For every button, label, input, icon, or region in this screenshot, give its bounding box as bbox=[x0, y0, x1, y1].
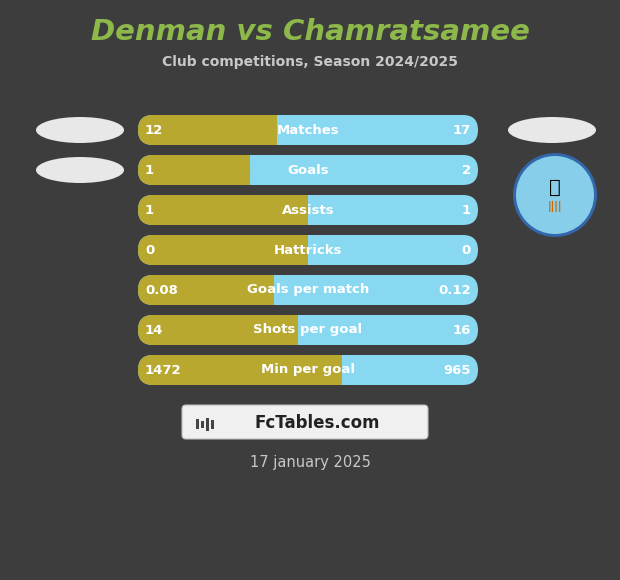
Text: 0.08: 0.08 bbox=[145, 284, 178, 296]
Bar bbox=[153, 115, 277, 145]
Text: Matches: Matches bbox=[277, 124, 339, 136]
FancyBboxPatch shape bbox=[138, 115, 478, 145]
FancyBboxPatch shape bbox=[138, 275, 274, 305]
Ellipse shape bbox=[36, 117, 124, 143]
Text: 17 january 2025: 17 january 2025 bbox=[250, 455, 370, 470]
Bar bbox=[153, 155, 250, 185]
FancyBboxPatch shape bbox=[138, 115, 277, 145]
Circle shape bbox=[516, 156, 594, 234]
Bar bbox=[153, 315, 298, 345]
Text: Denman vs Chamratsamee: Denman vs Chamratsamee bbox=[91, 18, 529, 46]
Text: 1472: 1472 bbox=[145, 364, 182, 376]
Bar bbox=[153, 195, 308, 225]
FancyBboxPatch shape bbox=[138, 235, 308, 265]
Text: 0.12: 0.12 bbox=[438, 284, 471, 296]
FancyBboxPatch shape bbox=[138, 355, 478, 385]
Text: 0: 0 bbox=[145, 244, 154, 256]
Text: 1: 1 bbox=[145, 204, 154, 216]
Text: 965: 965 bbox=[443, 364, 471, 376]
Text: Min per goal: Min per goal bbox=[261, 364, 355, 376]
Bar bbox=[201, 420, 204, 427]
Text: 0: 0 bbox=[462, 244, 471, 256]
Text: Assists: Assists bbox=[281, 204, 334, 216]
FancyBboxPatch shape bbox=[138, 155, 478, 185]
Text: 1: 1 bbox=[145, 164, 154, 176]
Text: 14: 14 bbox=[145, 324, 164, 336]
Text: 17: 17 bbox=[453, 124, 471, 136]
Bar bbox=[153, 275, 274, 305]
FancyBboxPatch shape bbox=[182, 405, 428, 439]
Text: 16: 16 bbox=[453, 324, 471, 336]
FancyBboxPatch shape bbox=[138, 195, 308, 225]
Text: Goals: Goals bbox=[287, 164, 329, 176]
Text: Shots per goal: Shots per goal bbox=[254, 324, 363, 336]
Bar bbox=[211, 419, 214, 429]
FancyBboxPatch shape bbox=[138, 275, 478, 305]
Bar bbox=[153, 355, 342, 385]
FancyBboxPatch shape bbox=[138, 235, 478, 265]
Ellipse shape bbox=[508, 117, 596, 143]
Text: 1: 1 bbox=[462, 204, 471, 216]
FancyBboxPatch shape bbox=[138, 155, 250, 185]
Text: FcTables.com: FcTables.com bbox=[254, 414, 379, 432]
Circle shape bbox=[513, 153, 597, 237]
Text: Hattricks: Hattricks bbox=[274, 244, 342, 256]
FancyBboxPatch shape bbox=[138, 315, 478, 345]
Bar bbox=[196, 419, 199, 429]
Text: Goals per match: Goals per match bbox=[247, 284, 369, 296]
Bar bbox=[206, 418, 209, 430]
Text: 2: 2 bbox=[462, 164, 471, 176]
Ellipse shape bbox=[36, 157, 124, 183]
FancyBboxPatch shape bbox=[138, 355, 342, 385]
FancyBboxPatch shape bbox=[138, 195, 478, 225]
Text: ||||: |||| bbox=[547, 201, 562, 212]
FancyBboxPatch shape bbox=[138, 315, 298, 345]
Bar bbox=[153, 235, 308, 265]
Text: Club competitions, Season 2024/2025: Club competitions, Season 2024/2025 bbox=[162, 55, 458, 69]
Text: 🐴: 🐴 bbox=[549, 177, 561, 197]
Text: 12: 12 bbox=[145, 124, 163, 136]
